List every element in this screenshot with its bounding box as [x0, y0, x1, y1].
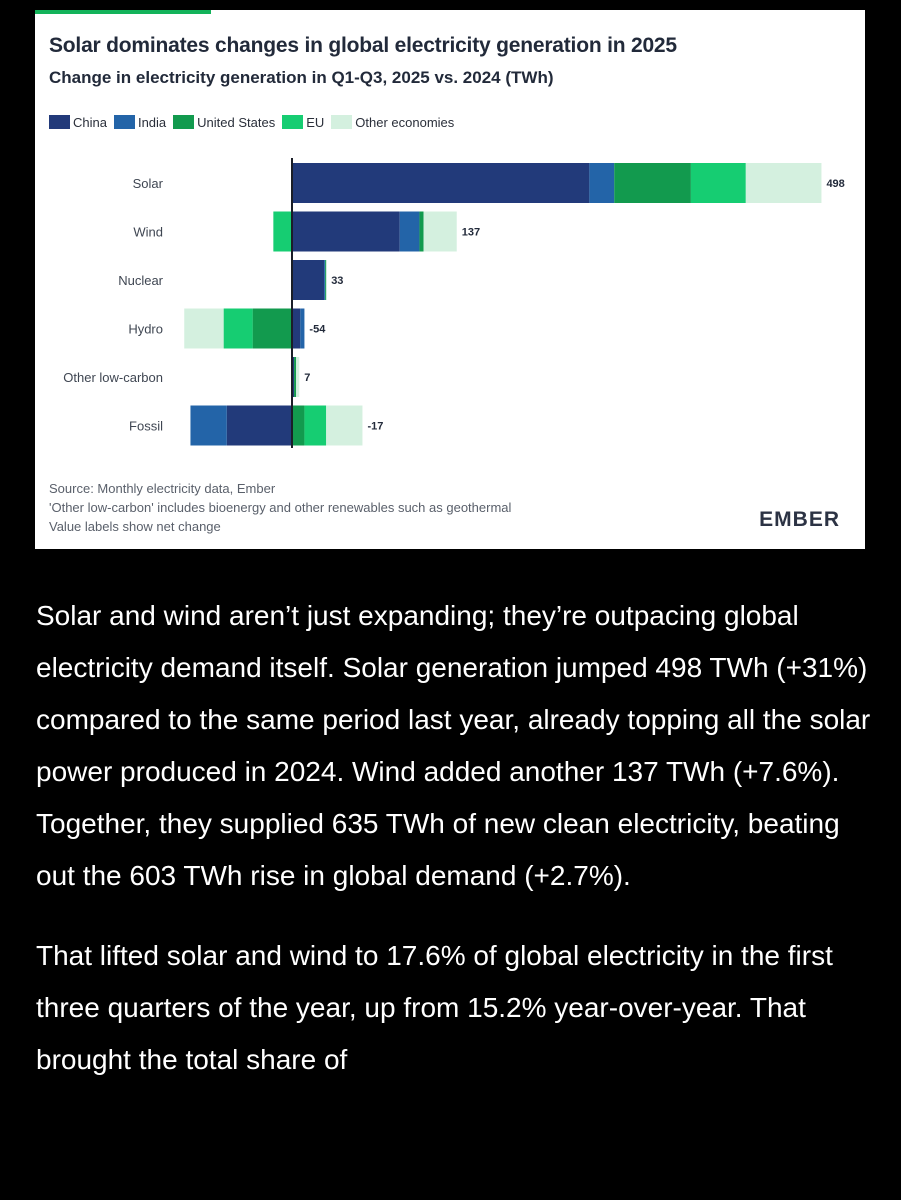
legend-item: EU — [282, 115, 324, 130]
legend-item: China — [49, 115, 107, 130]
legend-item: United States — [173, 115, 275, 130]
chart-card: Solar dominates changes in global electr… — [35, 10, 865, 549]
bar-segment — [589, 163, 615, 203]
bar-segment — [296, 357, 300, 397]
bar-segment — [292, 308, 301, 349]
bar-segment — [292, 357, 295, 397]
legend-item: Other economies — [331, 115, 454, 130]
legend-swatch — [173, 115, 195, 129]
bar-segment — [304, 405, 327, 446]
bar-segment — [745, 163, 822, 203]
legend-label: Other economies — [355, 114, 455, 130]
value-label: 7 — [304, 372, 310, 384]
legend-label: EU — [306, 114, 325, 130]
legend-label: India — [137, 114, 167, 130]
bar-segment — [300, 308, 305, 349]
chart-subtitle: Change in electricity generation in Q1-Q… — [49, 68, 554, 87]
article-paragraph: Solar and wind aren’t just expanding; th… — [36, 600, 871, 891]
bar-segment — [223, 308, 253, 349]
value-label: -17 — [367, 421, 383, 433]
bar-segment — [399, 211, 420, 252]
legend-swatch — [282, 115, 304, 129]
label-note: Value labels show net change — [49, 519, 221, 534]
category-label: Fossil — [129, 419, 163, 434]
bar-chart: Solar 498 Wind 137 Nuclear 33 Hydro -54 Other lo… — [63, 158, 845, 448]
bar-segment — [184, 308, 224, 349]
category-label: Wind — [133, 225, 163, 240]
legend-swatch — [331, 115, 353, 129]
bar-segment — [325, 260, 327, 300]
bar-segment — [273, 211, 292, 252]
bar-segment — [324, 260, 326, 300]
legend-item: India — [113, 114, 167, 130]
bar-segment — [294, 357, 297, 397]
category-label: Hydro — [128, 322, 163, 337]
bar-segment — [292, 211, 400, 252]
bar-segment — [190, 405, 227, 446]
bar-segment — [292, 260, 325, 300]
category-label: Nuclear — [118, 273, 163, 288]
accent-line — [35, 10, 211, 14]
bar-segment — [326, 405, 363, 446]
value-label: 33 — [331, 275, 343, 287]
bar-segment — [292, 405, 305, 446]
bar-segment — [690, 163, 746, 203]
article-body: Solar and wind aren’t just expanding; th… — [36, 590, 876, 1114]
definition-note: 'Other low-carbon' includes bioenergy an… — [49, 500, 512, 515]
legend-label: China — [73, 114, 107, 130]
bar-segment — [226, 405, 292, 446]
chart-legend: China India United States EU Other economies — [49, 113, 461, 131]
bar-segment — [423, 211, 457, 252]
category-label: Other low-carbon — [63, 370, 163, 385]
legend-swatch — [49, 115, 70, 129]
legend-label: United States — [197, 114, 276, 130]
bar-segment — [614, 163, 691, 203]
value-label: 137 — [462, 227, 480, 239]
chart-title: Solar dominates changes in global electr… — [49, 34, 677, 57]
bar-segment — [419, 211, 424, 252]
legend-swatch — [113, 115, 135, 129]
article-paragraph: That lifted solar and wind to 17.6% of g… — [36, 940, 833, 1075]
ember-logo: EMBER — [759, 508, 840, 531]
source-note: Source: Monthly electricity data, Ember — [49, 481, 276, 496]
bar-segment — [252, 308, 292, 349]
value-label: -54 — [309, 324, 326, 336]
value-label: 498 — [826, 178, 844, 190]
chart-notes: Source: Monthly electricity data, Ember … — [49, 479, 511, 536]
bar-segment — [292, 163, 590, 203]
category-label: Solar — [133, 176, 164, 191]
